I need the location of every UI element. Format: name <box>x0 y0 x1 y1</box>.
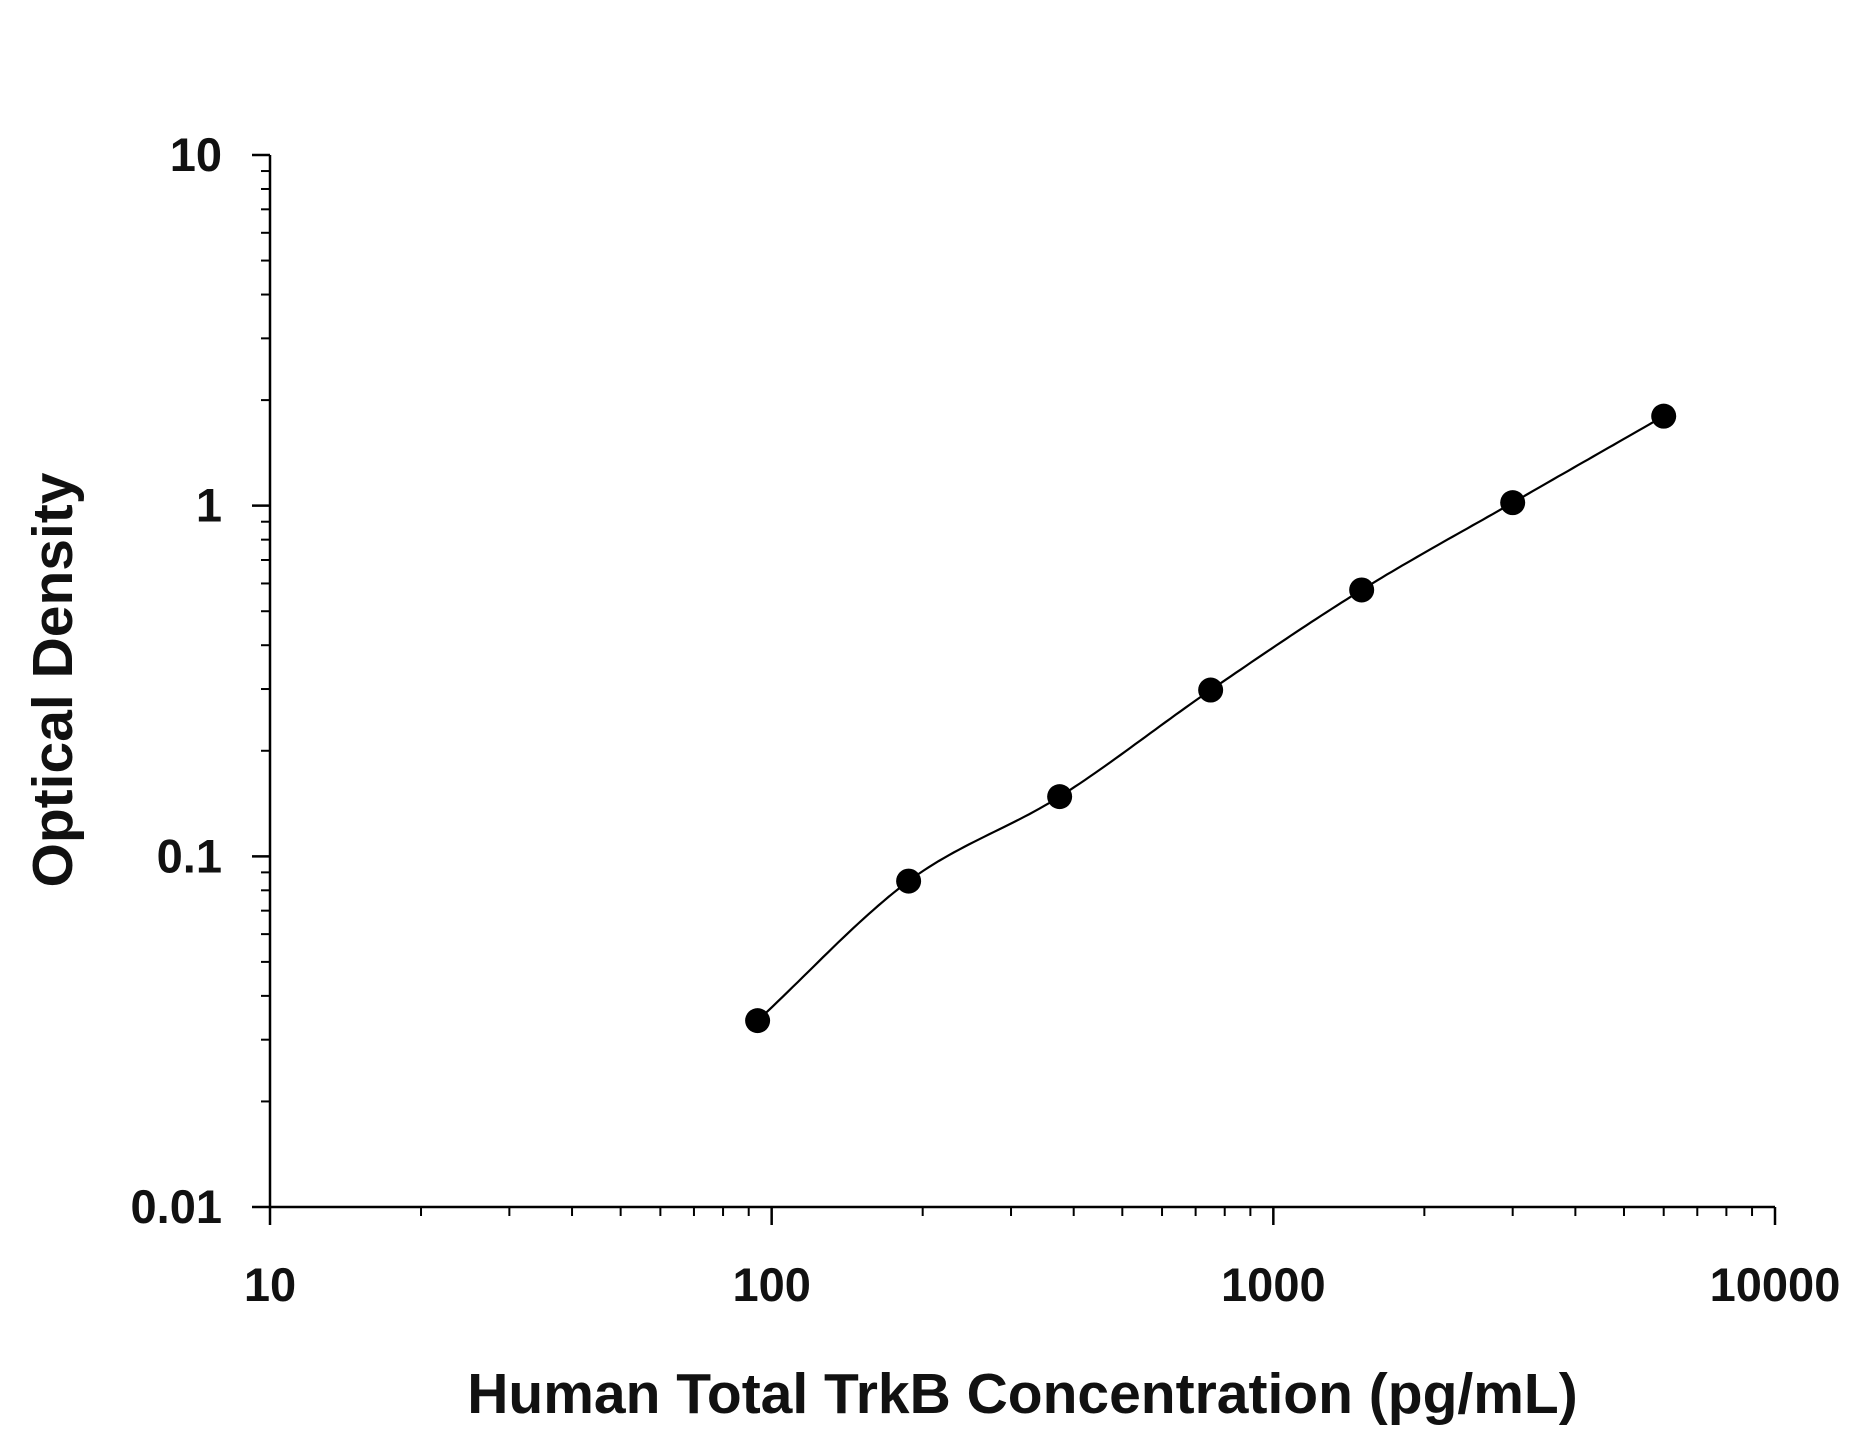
data-point <box>1651 403 1677 429</box>
y-axis-title: Optical Density <box>21 472 85 887</box>
y-tick-label: 0.1 <box>157 829 222 882</box>
y-tick-label: 10 <box>170 128 222 181</box>
fit-curve <box>756 415 1665 1022</box>
x-axis-title: Human Total TrkB Concentration (pg/mL) <box>467 1362 1577 1426</box>
data-point <box>745 1008 771 1034</box>
data-point <box>1349 577 1375 603</box>
x-tick-label: 100 <box>732 1258 810 1311</box>
fit-curve-layer <box>756 415 1665 1022</box>
data-point <box>1500 490 1526 516</box>
x-tick-label: 10000 <box>1710 1258 1841 1311</box>
y-tick-label: 0.01 <box>131 1180 222 1233</box>
x-tick-label: 10 <box>244 1258 296 1311</box>
axes <box>252 153 1777 1225</box>
data-point <box>1047 784 1073 810</box>
x-tick-labels: 10 100 1000 10000 <box>244 1258 1840 1311</box>
data-point <box>1198 677 1224 703</box>
y-tick-label: 1 <box>196 479 222 532</box>
x-tick-label: 1000 <box>1221 1258 1326 1311</box>
y-tick-labels: 0.01 0.1 1 10 <box>131 128 222 1233</box>
data-points <box>745 403 1677 1034</box>
data-point <box>896 868 922 894</box>
